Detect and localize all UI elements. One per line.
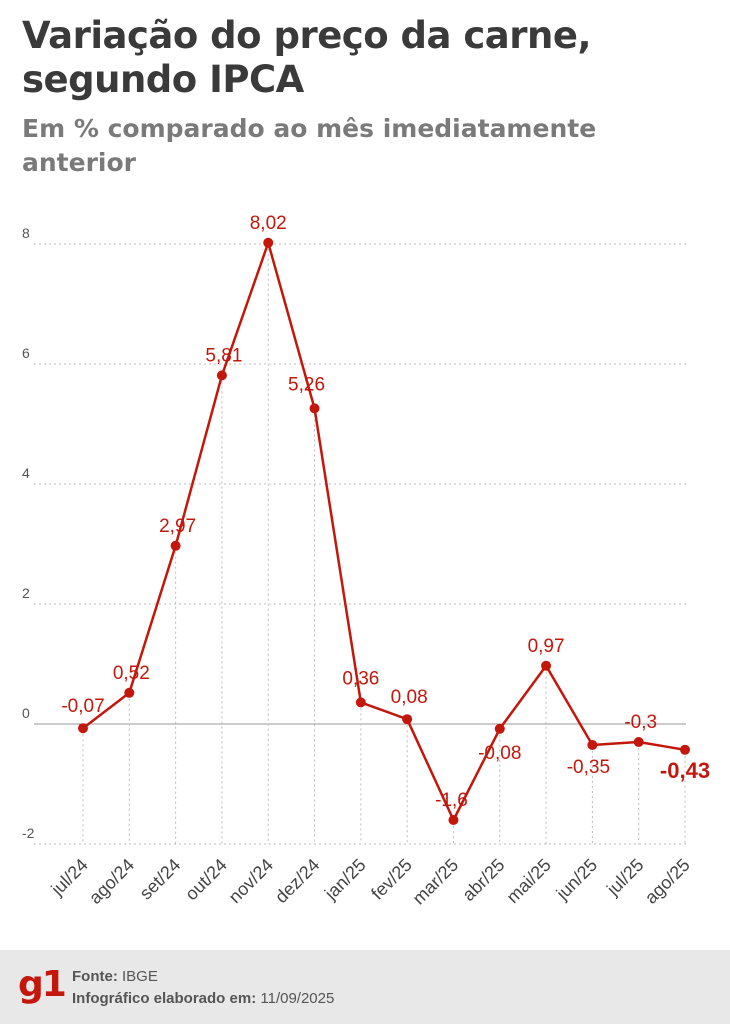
y-tick-label: 0 bbox=[22, 705, 30, 721]
data-point bbox=[448, 815, 459, 825]
grid-layer: 8 6 4 2 0 -2 bbox=[22, 225, 686, 845]
date-line: Infográfico elaborado em: 11/09/2025 bbox=[72, 990, 334, 1007]
data-label: -0,07 bbox=[61, 696, 104, 717]
x-tick-label: fev/25 bbox=[367, 855, 416, 904]
data-label: -0,43 bbox=[660, 758, 710, 783]
data-label: 0,52 bbox=[113, 663, 150, 684]
data-label: 0,36 bbox=[342, 668, 379, 689]
data-point bbox=[78, 723, 88, 734]
line-chart: 8 6 4 2 0 -2 -0,07 0,52 2,97 5,81 8,02 5,26 0,36 0,0… bbox=[22, 213, 710, 909]
data-point bbox=[402, 714, 413, 725]
chart-title: Variação do preço da carne, segundo IPCA bbox=[22, 14, 592, 101]
data-point bbox=[216, 370, 227, 381]
source-label: Fonte: bbox=[72, 968, 118, 985]
data-point bbox=[170, 540, 181, 551]
x-tick-label: jan/25 bbox=[320, 855, 370, 905]
data-label: -0,3 bbox=[624, 712, 657, 733]
data-point bbox=[633, 737, 644, 747]
date-value: 11/09/2025 bbox=[260, 990, 335, 1007]
footer: g1 Fonte: IBGE Infográfico elaborado em:… bbox=[0, 950, 730, 1024]
source-line: Fonte: IBGE bbox=[72, 968, 158, 985]
g1-logo: g1 bbox=[18, 964, 67, 1005]
x-tick-label: nov/24 bbox=[225, 855, 277, 907]
x-tick-label: jun/25 bbox=[552, 855, 602, 905]
x-tick-label: abr/25 bbox=[458, 855, 508, 905]
y-tick-label: 6 bbox=[22, 345, 30, 361]
y-tick-label: 8 bbox=[22, 225, 30, 241]
series-line bbox=[82, 241, 686, 822]
data-point bbox=[587, 740, 598, 750]
x-tick-label: mar/25 bbox=[409, 855, 463, 909]
x-axis: jul/24ago/24set/24out/24nov/24dez/24jan/… bbox=[47, 855, 694, 909]
data-label: 2,97 bbox=[159, 516, 196, 537]
x-tick-label: dez/24 bbox=[271, 855, 323, 907]
data-point bbox=[355, 697, 366, 708]
series-layer bbox=[78, 237, 690, 825]
label-layer: -0,07 0,52 2,97 5,81 8,02 5,26 0,36 0,08 -1,6 -0,… bbox=[61, 213, 710, 811]
data-label: -0,08 bbox=[478, 743, 521, 764]
x-tick-label: ago/24 bbox=[85, 855, 138, 908]
data-label: 5,81 bbox=[205, 345, 242, 366]
x-tick-label: set/24 bbox=[136, 855, 185, 904]
data-label: -0,35 bbox=[567, 757, 610, 778]
data-point bbox=[680, 744, 690, 755]
y-tick-label: -2 bbox=[22, 825, 35, 841]
data-point bbox=[541, 660, 552, 671]
data-label: 0,08 bbox=[391, 687, 428, 708]
data-label: 0,97 bbox=[528, 636, 565, 657]
data-label: 5,26 bbox=[288, 374, 325, 395]
data-label: -1,6 bbox=[435, 790, 468, 811]
data-point bbox=[124, 687, 135, 698]
data-point bbox=[309, 403, 320, 414]
x-tick-label: mai/25 bbox=[503, 855, 555, 907]
data-label: 8,02 bbox=[250, 213, 287, 234]
source-value: IBGE bbox=[122, 968, 158, 985]
chart-subtitle: Em % comparado ao mês imediatamente ante… bbox=[22, 114, 597, 177]
x-tick-label: ago/25 bbox=[641, 855, 694, 908]
data-point bbox=[263, 237, 274, 248]
y-tick-label: 4 bbox=[22, 465, 30, 481]
y-tick-label: 2 bbox=[22, 585, 30, 601]
data-point bbox=[494, 723, 505, 734]
date-label: Infográfico elaborado em: bbox=[72, 990, 257, 1007]
x-tick-label: out/24 bbox=[181, 855, 231, 905]
